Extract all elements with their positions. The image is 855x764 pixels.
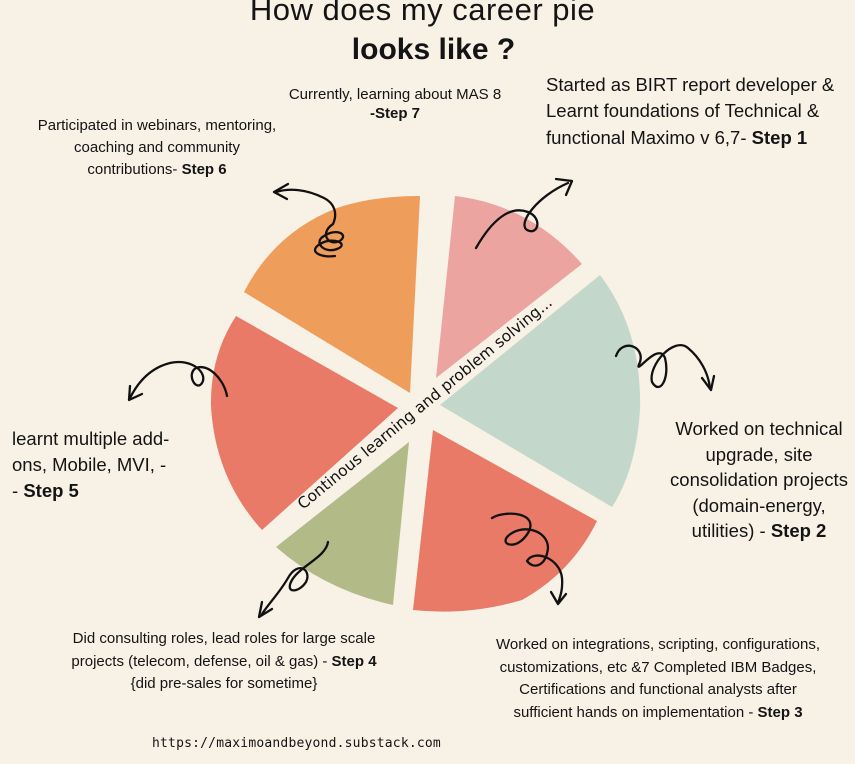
step-4-label: Step 4 xyxy=(331,652,377,670)
step-1-text: Started as BIRT report developer & Learn… xyxy=(546,74,835,148)
step-7-label: -Step 7 xyxy=(369,104,420,122)
arrow-step-3 xyxy=(490,512,568,606)
arrows xyxy=(127,177,716,619)
step-4-text: Did consulting roles, lead roles for lar… xyxy=(71,630,376,670)
pie-slice-step-3 xyxy=(413,430,597,612)
arrow-step-6 xyxy=(272,182,345,258)
step-3-text: Worked on integrations, scripting, confi… xyxy=(495,636,821,721)
step-3-caption: Worked on integrations, scripting, confi… xyxy=(490,634,826,724)
arrow-step-1 xyxy=(474,177,574,250)
arrow-step-5 xyxy=(127,360,229,402)
step-1-label: Step 1 xyxy=(751,126,808,148)
step-5-text: learnt multiple add-ons, Mobile, MVI, -- xyxy=(12,428,170,501)
step-4-caption: Did consulting roles, lead roles for lar… xyxy=(62,628,386,696)
arrow-step-4 xyxy=(257,540,330,619)
step-7-caption: Currently, learning about MAS 8 -Step 7 xyxy=(270,86,520,124)
step-5-caption: learnt multiple add-ons, Mobile, MVI, --… xyxy=(12,426,170,504)
step-2-text: Worked on technical upgrade, site consol… xyxy=(670,418,848,542)
step-1-caption: Started as BIRT report developer & Learn… xyxy=(546,72,846,151)
title-line-1: How does my career pie xyxy=(249,0,596,27)
title-line-2: looks like ? xyxy=(351,33,516,66)
step-2-caption: Worked on technical upgrade, site consol… xyxy=(664,416,854,544)
step-6-caption: Participated in webinars, mentoring, coa… xyxy=(28,115,286,180)
pie-slice-step-2 xyxy=(440,275,641,507)
pie-slices xyxy=(210,196,641,612)
step-7-text: Currently, learning about MAS 8 xyxy=(288,86,502,103)
arrow-step-2 xyxy=(614,344,716,392)
footer-url-link[interactable]: https://maximoandbeyond.substack.com xyxy=(152,736,441,751)
step-6-text: Participated in webinars, mentoring, coa… xyxy=(37,117,277,178)
step-6-label: Step 6 xyxy=(181,160,227,178)
step-4-text-after: {did pre-sales for sometime} xyxy=(130,675,318,692)
pie-slice-step-6 xyxy=(244,196,420,393)
pie-slice-step-5 xyxy=(210,316,398,530)
pie-slice-step-1 xyxy=(436,196,582,378)
step-3-label: Step 3 xyxy=(757,703,803,721)
step-5-label: Step 5 xyxy=(23,479,79,501)
step-2-label: Step 2 xyxy=(770,520,827,542)
